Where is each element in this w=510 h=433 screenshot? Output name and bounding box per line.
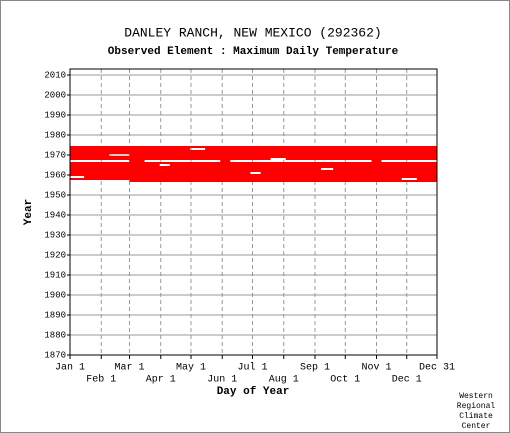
x-tick-label: Mar 1 [114, 363, 144, 374]
data-segment [70, 178, 402, 180]
data-segment [129, 154, 437, 156]
data-segment [70, 152, 437, 154]
data-segment [84, 176, 437, 178]
x-tick-label: Oct 1 [330, 375, 360, 386]
y-tick-label: 1900 [44, 290, 66, 300]
chart-title: DANLEY RANCH, NEW MEXICO (292362) [124, 25, 381, 40]
y-tick-label: 1960 [44, 170, 66, 180]
data-segment [70, 156, 437, 158]
credit: Climate [459, 412, 493, 421]
data-segment [70, 162, 437, 164]
y-tick-label: 1890 [44, 310, 66, 320]
credit: Western [459, 392, 493, 401]
x-tick-label: Jun 1 [207, 375, 237, 386]
data-segment [220, 160, 231, 162]
y-tick-label: 2010 [44, 70, 66, 80]
data-segment [70, 172, 251, 174]
y-tick-label: 1980 [44, 130, 66, 140]
data-segment [70, 168, 322, 170]
data-segment [70, 174, 437, 176]
y-tick-label: 1950 [44, 190, 66, 200]
data-segment [129, 160, 145, 162]
y-tick-label: 1930 [44, 230, 66, 240]
x-tick-label: Nov 1 [361, 363, 391, 374]
credit: Center [462, 422, 491, 431]
x-tick-label: Jan 1 [55, 363, 85, 374]
data-segment [70, 148, 190, 150]
y-axis-label: Year [23, 199, 35, 225]
x-tick-label: Jul 1 [237, 362, 267, 374]
x-tick-label: Sep 1 [300, 363, 330, 374]
x-tick-label: Dec 31 [419, 363, 455, 374]
x-axis-label: Day of Year [217, 386, 290, 398]
y-tick-label: 2000 [44, 90, 66, 100]
chart-subtitle: Observed Element : Maximum Daily Tempera… [108, 46, 399, 58]
x-tick-label: Feb 1 [86, 374, 116, 386]
data-segment [371, 160, 382, 162]
y-tick-label: 1910 [44, 270, 66, 280]
data-segment [416, 178, 437, 180]
x-tick-label: Apr 1 [146, 375, 176, 386]
y-tick-label: 1880 [44, 330, 66, 340]
x-tick-label: May 1 [176, 363, 206, 374]
data-segment [70, 158, 271, 160]
data-segment [70, 170, 437, 172]
x-tick-label: Aug 1 [269, 375, 299, 386]
data-segment [70, 146, 437, 148]
x-tick-label: Dec 1 [392, 375, 422, 386]
data-segment [285, 158, 437, 160]
data-segment [333, 168, 437, 170]
y-tick-label: 1870 [44, 350, 66, 360]
y-tick-label: 1920 [44, 250, 66, 260]
y-tick-label: 1990 [44, 110, 66, 120]
data-segment [70, 154, 110, 156]
data-segment [129, 180, 437, 182]
y-tick-label: 1940 [44, 210, 66, 220]
credit: Regional [457, 402, 496, 411]
data-segment [205, 148, 437, 150]
data-segment [70, 150, 437, 152]
data-segment [70, 164, 160, 166]
data-segment [169, 164, 438, 166]
data-segment [260, 172, 437, 174]
plot-border [69, 68, 438, 356]
data-segment [70, 166, 437, 168]
y-tick-label: 1970 [44, 150, 66, 160]
